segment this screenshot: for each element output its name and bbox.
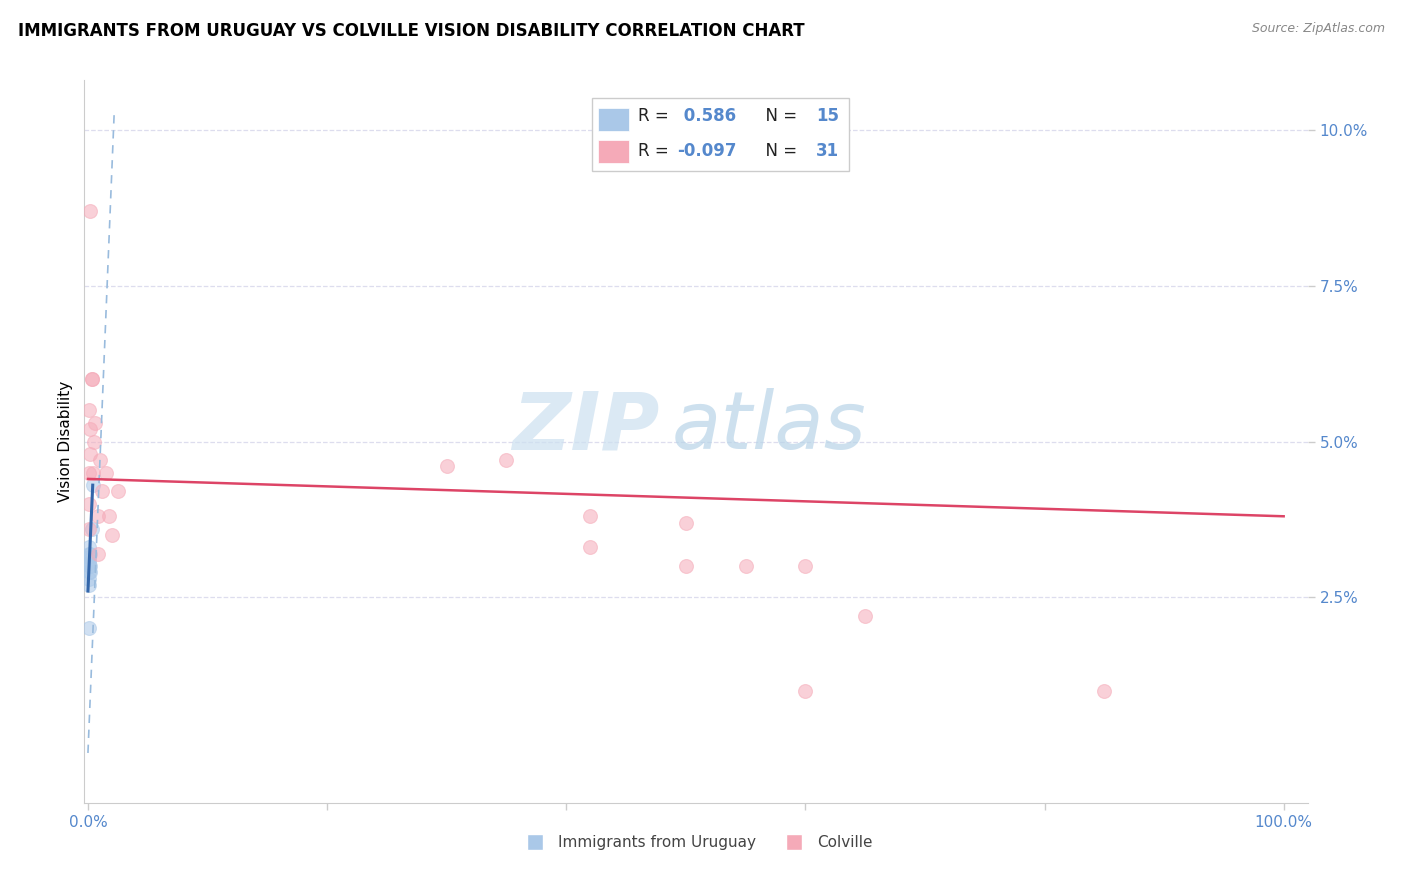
Point <box>77 549 100 564</box>
Point <box>79 559 101 574</box>
Point <box>77 522 100 536</box>
FancyBboxPatch shape <box>598 108 628 131</box>
Text: N =: N = <box>755 142 801 160</box>
Point <box>579 509 602 524</box>
Text: ZIP: ZIP <box>512 388 659 467</box>
Point <box>89 453 111 467</box>
Point <box>77 566 100 580</box>
FancyBboxPatch shape <box>598 140 628 163</box>
Point <box>101 528 124 542</box>
Point <box>675 559 697 574</box>
Point <box>86 509 108 524</box>
Text: 31: 31 <box>815 142 839 160</box>
Point <box>436 459 458 474</box>
Text: atlas: atlas <box>672 388 866 467</box>
Point <box>77 572 100 586</box>
Point <box>77 466 100 480</box>
Point <box>675 516 697 530</box>
Point <box>495 453 517 467</box>
Point <box>83 434 105 449</box>
Point <box>77 621 100 635</box>
Point <box>77 497 100 511</box>
Point <box>94 466 117 480</box>
Text: N =: N = <box>755 107 801 126</box>
Point <box>79 422 101 436</box>
Point <box>79 547 101 561</box>
Point <box>80 522 103 536</box>
Legend: Immigrants from Uruguay, Colville: Immigrants from Uruguay, Colville <box>513 830 879 856</box>
Point <box>80 372 103 386</box>
Point <box>579 541 602 555</box>
Point <box>77 403 100 417</box>
Point <box>1092 683 1115 698</box>
Point <box>79 447 101 461</box>
Text: 0.586: 0.586 <box>678 107 735 126</box>
Point <box>734 559 756 574</box>
Point <box>794 559 817 574</box>
Text: R =: R = <box>638 142 675 160</box>
Point <box>82 478 104 492</box>
Text: -0.097: -0.097 <box>678 142 737 160</box>
Point <box>794 683 817 698</box>
Point <box>77 553 100 567</box>
Point <box>79 204 101 219</box>
Point <box>91 484 114 499</box>
Point <box>77 559 100 574</box>
FancyBboxPatch shape <box>592 98 849 170</box>
Point <box>77 556 100 570</box>
Text: 15: 15 <box>815 107 839 126</box>
Text: IMMIGRANTS FROM URUGUAY VS COLVILLE VISION DISABILITY CORRELATION CHART: IMMIGRANTS FROM URUGUAY VS COLVILLE VISI… <box>18 22 804 40</box>
Point <box>853 609 876 624</box>
Point <box>79 566 101 580</box>
Point <box>77 547 100 561</box>
Text: Source: ZipAtlas.com: Source: ZipAtlas.com <box>1251 22 1385 36</box>
Point <box>77 541 100 555</box>
Point <box>82 466 104 480</box>
Point <box>80 372 103 386</box>
Y-axis label: Vision Disability: Vision Disability <box>58 381 73 502</box>
Point <box>77 578 100 592</box>
Point <box>98 509 121 524</box>
Point <box>107 484 129 499</box>
Point <box>86 547 108 561</box>
Text: R =: R = <box>638 107 675 126</box>
Point <box>84 416 107 430</box>
